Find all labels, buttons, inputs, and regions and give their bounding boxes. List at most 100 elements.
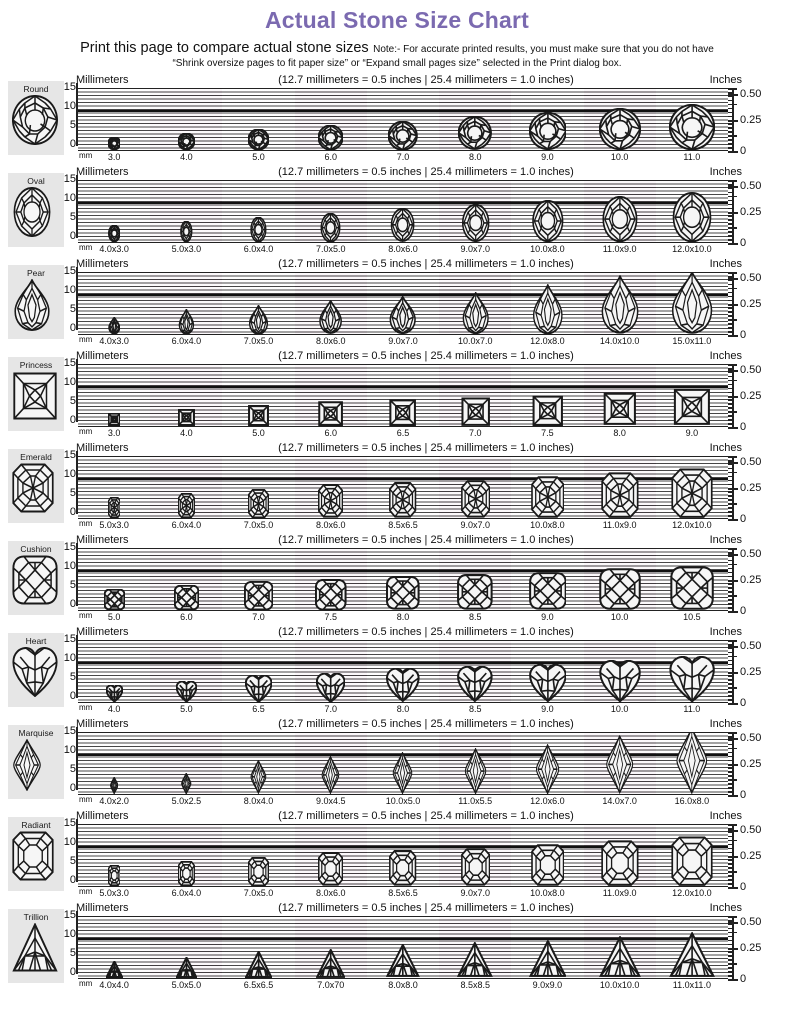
- stone-sample[interactable]: [295, 549, 367, 610]
- stone-type-card-heart[interactable]: Heart: [8, 633, 64, 707]
- stone-sample[interactable]: [511, 89, 583, 150]
- stone-type-card-trillion[interactable]: Trillion: [8, 909, 64, 983]
- stone-sample[interactable]: [222, 457, 294, 518]
- stone-sample[interactable]: [78, 549, 150, 610]
- stone-sample[interactable]: [367, 181, 439, 242]
- stone-sample[interactable]: [367, 89, 439, 150]
- stone-sample[interactable]: [656, 641, 728, 702]
- stone-sample[interactable]: [222, 641, 294, 702]
- stone-sample[interactable]: [150, 733, 222, 794]
- stone-sample[interactable]: [584, 641, 656, 702]
- stone-sample[interactable]: [656, 273, 728, 334]
- stone-sample[interactable]: [78, 825, 150, 886]
- stone-sample[interactable]: [222, 733, 294, 794]
- stone-sample[interactable]: [584, 181, 656, 242]
- stone-sample[interactable]: [656, 917, 728, 978]
- stone-sample[interactable]: [367, 733, 439, 794]
- stone-sample[interactable]: [222, 549, 294, 610]
- stone-sample[interactable]: [367, 641, 439, 702]
- stone-sample[interactable]: [511, 733, 583, 794]
- stone-sample[interactable]: [295, 641, 367, 702]
- stone-sample[interactable]: [295, 273, 367, 334]
- stone-sample[interactable]: [511, 917, 583, 978]
- stone-sample[interactable]: [78, 365, 150, 426]
- stone-sample[interactable]: [511, 549, 583, 610]
- stone-type-card-radiant[interactable]: Radiant: [8, 817, 64, 891]
- stone-sample[interactable]: [439, 733, 511, 794]
- stone-sample[interactable]: [78, 273, 150, 334]
- stone-sample[interactable]: [439, 641, 511, 702]
- stone-sample[interactable]: [295, 825, 367, 886]
- stone-sample[interactable]: [511, 457, 583, 518]
- stone-sample[interactable]: [511, 273, 583, 334]
- stone-sample[interactable]: [439, 89, 511, 150]
- stone-type-card-marquise[interactable]: Marquise: [8, 725, 64, 799]
- stone-sample[interactable]: [511, 825, 583, 886]
- stone-sample[interactable]: [511, 365, 583, 426]
- stone-sample[interactable]: [78, 89, 150, 150]
- stone-sample[interactable]: [78, 457, 150, 518]
- stone-sample[interactable]: [222, 181, 294, 242]
- stone-type-card-round[interactable]: Round: [8, 81, 64, 155]
- stone-sample[interactable]: [150, 181, 222, 242]
- stone-sample[interactable]: [78, 181, 150, 242]
- stone-sample[interactable]: [150, 825, 222, 886]
- stone-sample[interactable]: [584, 89, 656, 150]
- stone-sample[interactable]: [584, 549, 656, 610]
- stone-sample[interactable]: [656, 733, 728, 794]
- stone-sample[interactable]: [295, 89, 367, 150]
- stone-sample[interactable]: [367, 917, 439, 978]
- stone-sample[interactable]: [584, 273, 656, 334]
- stone-sample[interactable]: [150, 917, 222, 978]
- stone-sample[interactable]: [656, 89, 728, 150]
- stone-sample[interactable]: [222, 825, 294, 886]
- stone-sample[interactable]: [584, 917, 656, 978]
- stone-type-card-princess[interactable]: Princess: [8, 357, 64, 431]
- stone-sample[interactable]: [150, 273, 222, 334]
- stone-sample[interactable]: [367, 457, 439, 518]
- stone-type-card-pear[interactable]: Pear: [8, 265, 64, 339]
- stone-sample[interactable]: [78, 733, 150, 794]
- stone-sample[interactable]: [222, 89, 294, 150]
- stone-sample[interactable]: [584, 457, 656, 518]
- stone-sample[interactable]: [295, 181, 367, 242]
- stone-sample[interactable]: [295, 733, 367, 794]
- stone-sample[interactable]: [656, 365, 728, 426]
- stone-sample[interactable]: [150, 89, 222, 150]
- stone-sample[interactable]: [439, 917, 511, 978]
- stone-sample[interactable]: [295, 365, 367, 426]
- stone-sample[interactable]: [367, 825, 439, 886]
- stone-sample[interactable]: [78, 917, 150, 978]
- stone-sample[interactable]: [222, 273, 294, 334]
- stone-sample[interactable]: [295, 457, 367, 518]
- stone-sample[interactable]: [295, 917, 367, 978]
- stone-sample[interactable]: [150, 549, 222, 610]
- stone-sample[interactable]: [584, 825, 656, 886]
- stone-type-card-cushion[interactable]: Cushion: [8, 541, 64, 615]
- stone-sample[interactable]: [656, 457, 728, 518]
- stone-sample[interactable]: [367, 549, 439, 610]
- stone-sample[interactable]: [511, 181, 583, 242]
- stone-sample[interactable]: [656, 825, 728, 886]
- stone-sample[interactable]: [222, 917, 294, 978]
- stone-sample[interactable]: [222, 365, 294, 426]
- stone-sample[interactable]: [150, 641, 222, 702]
- stone-sample[interactable]: [584, 733, 656, 794]
- stone-sample[interactable]: [150, 457, 222, 518]
- stone-sample[interactable]: [439, 549, 511, 610]
- stone-sample[interactable]: [78, 641, 150, 702]
- stone-sample[interactable]: [511, 641, 583, 702]
- stone-type-card-oval[interactable]: Oval: [8, 173, 64, 247]
- stone-sample[interactable]: [584, 365, 656, 426]
- stone-sample[interactable]: [439, 273, 511, 334]
- stone-sample[interactable]: [439, 181, 511, 242]
- stone-type-card-emerald[interactable]: Emerald: [8, 449, 64, 523]
- stone-sample[interactable]: [439, 457, 511, 518]
- stone-sample[interactable]: [656, 181, 728, 242]
- stone-sample[interactable]: [367, 365, 439, 426]
- stone-sample[interactable]: [439, 825, 511, 886]
- stone-sample[interactable]: [656, 549, 728, 610]
- stone-sample[interactable]: [150, 365, 222, 426]
- stone-sample[interactable]: [367, 273, 439, 334]
- stone-sample[interactable]: [439, 365, 511, 426]
